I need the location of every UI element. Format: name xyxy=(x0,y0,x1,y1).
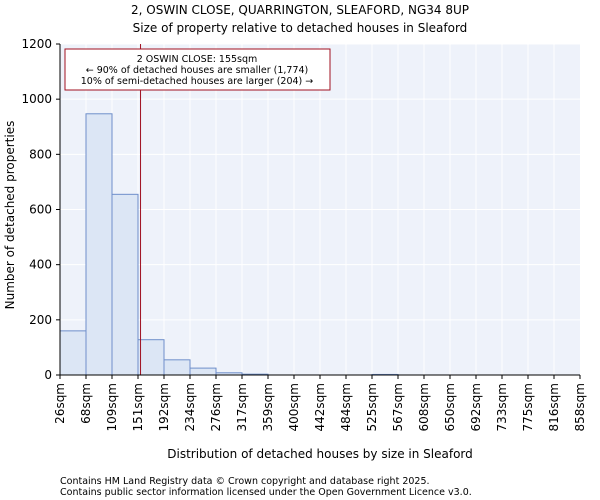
annotation-box: 2 OSWIN CLOSE: 155sqm ← 90% of detached … xyxy=(64,48,331,91)
histogram-bar xyxy=(59,330,87,376)
annotation-border xyxy=(64,48,331,91)
x-tick-label: 733sqm xyxy=(495,383,509,431)
x-tick-label: 234sqm xyxy=(183,383,197,431)
histogram-bar xyxy=(137,339,165,376)
x-tick-label: 650sqm xyxy=(443,383,457,431)
x-tick-label: 442sqm xyxy=(313,383,327,431)
x-tick-label: 151sqm xyxy=(131,383,145,431)
x-tick-label: 567sqm xyxy=(391,383,405,431)
x-tick-label: 400sqm xyxy=(287,383,301,431)
x-tick-label: 276sqm xyxy=(209,383,223,431)
y-tick-label: 800 xyxy=(29,147,52,161)
x-tick-label: 816sqm xyxy=(547,383,561,431)
x-axis-label: Distribution of detached houses by size … xyxy=(167,447,473,461)
chart-subtitle: Size of property relative to detached ho… xyxy=(133,21,468,35)
x-tick-label: 26sqm xyxy=(53,383,67,424)
x-tick-label: 775sqm xyxy=(521,383,535,431)
y-tick-label: 0 xyxy=(44,368,52,382)
chart-title: 2, OSWIN CLOSE, QUARRINGTON, SLEAFORD, N… xyxy=(131,3,469,17)
x-tick-label: 858sqm xyxy=(573,383,587,431)
y-axis: 0 200 400 600 800 1000 1200 xyxy=(21,37,61,382)
x-axis: 26sqm 68sqm 109sqm 151sqm 192sqm 234sqm 276sqm… xyxy=(53,374,587,431)
x-tick-label: 192sqm xyxy=(157,383,171,431)
x-tick-label: 359sqm xyxy=(261,383,275,431)
histogram-bar xyxy=(85,113,113,376)
x-tick-label: 692sqm xyxy=(469,383,483,431)
grid-layer xyxy=(60,43,580,375)
y-tick-label: 400 xyxy=(29,258,52,272)
histogram-bar xyxy=(189,367,217,376)
x-tick-label: 317sqm xyxy=(235,383,249,431)
y-axis-label: Number of detached properties xyxy=(3,121,17,310)
x-tick-label: 608sqm xyxy=(417,383,431,431)
y-tick-label: 1000 xyxy=(21,92,52,106)
y-tick-label: 600 xyxy=(29,203,52,217)
bars-layer xyxy=(59,113,399,376)
footer-line-2: Contains public sector information licen… xyxy=(60,487,472,498)
x-tick-label: 68sqm xyxy=(79,383,93,424)
y-tick-label: 1200 xyxy=(21,37,52,51)
annotation-line-2: ← 90% of detached houses are smaller (1,… xyxy=(86,65,309,76)
annotation-line-3: 10% of semi-detached houses are larger (… xyxy=(81,76,314,87)
x-tick-label: 525sqm xyxy=(365,383,379,431)
histogram-bar xyxy=(163,359,191,376)
x-tick-label: 109sqm xyxy=(105,383,119,431)
annotation-line-1: 2 OSWIN CLOSE: 155sqm xyxy=(137,54,258,65)
footer-line-1: Contains HM Land Registry data © Crown c… xyxy=(60,476,430,487)
y-tick-label: 200 xyxy=(29,313,52,327)
x-tick-label: 484sqm xyxy=(339,383,353,431)
histogram-bar xyxy=(111,193,139,376)
